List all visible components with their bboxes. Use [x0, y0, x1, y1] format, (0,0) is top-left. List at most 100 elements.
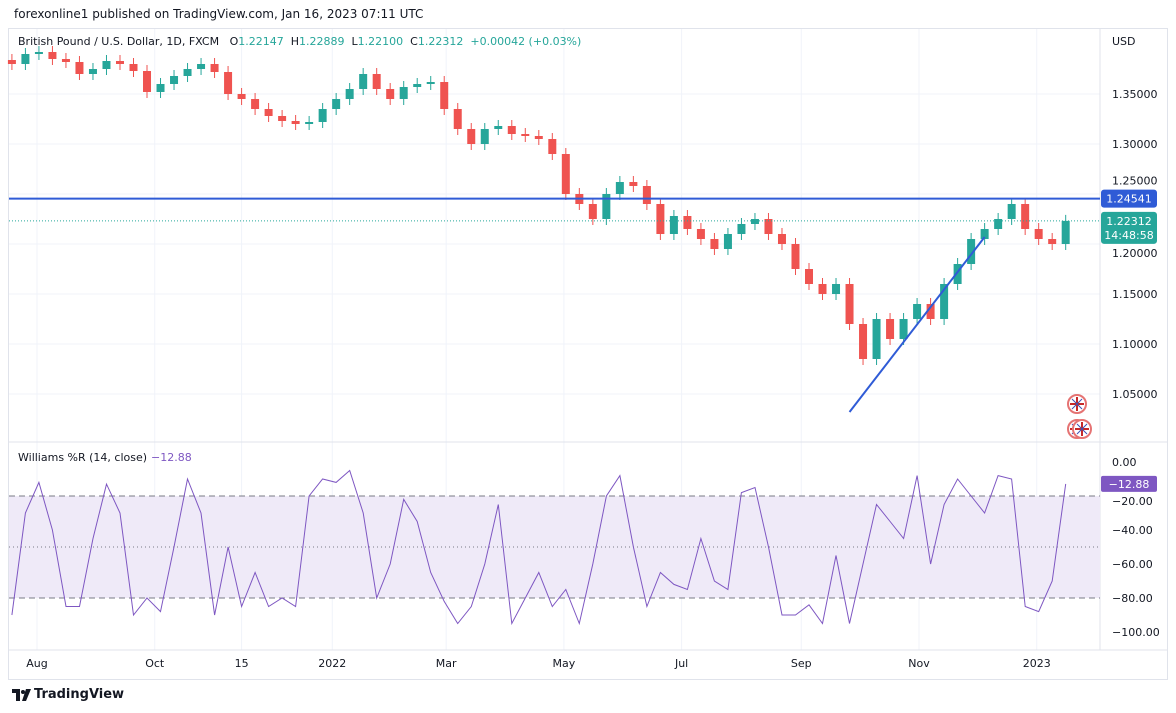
- wr-line: [11, 469, 1067, 626]
- candle-down: [805, 269, 813, 284]
- candle-up: [183, 69, 192, 76]
- candle-up: [359, 74, 368, 89]
- candle-up: [21, 54, 30, 64]
- candle-down: [507, 126, 516, 134]
- candle-up: [332, 99, 341, 109]
- symbol-legend: British Pound / U.S. Dollar, 1D, FXCM O1…: [18, 35, 581, 48]
- candle-up: [913, 304, 922, 319]
- candle-down: [859, 324, 868, 359]
- candle-down: [115, 61, 124, 64]
- candle-down: [61, 59, 70, 62]
- price-tick-label: 1.15000: [1112, 288, 1158, 301]
- candle-up: [34, 52, 43, 54]
- x-tick-label: May: [553, 657, 576, 670]
- uk-flag-diagonal: [1076, 423, 1088, 435]
- candle-down: [818, 284, 827, 294]
- candle-up: [980, 229, 989, 239]
- candle-down: [710, 239, 719, 249]
- candle-up: [994, 219, 1003, 229]
- candle-down: [48, 52, 57, 59]
- candle-up: [1007, 204, 1016, 219]
- candle-down: [440, 82, 449, 109]
- tradingview-logo-icon: [12, 688, 31, 701]
- candle-down: [224, 72, 233, 94]
- wr-value-label: −12.88: [1109, 478, 1150, 491]
- candle-up: [399, 87, 408, 99]
- uk-flag-diagonal: [1071, 398, 1083, 410]
- candle-down: [588, 204, 597, 219]
- candle-up: [1061, 220, 1070, 244]
- x-tick-label: 2022: [318, 657, 346, 670]
- candle-down: [1034, 229, 1043, 239]
- candle-down: [791, 244, 800, 269]
- candle-up: [413, 84, 422, 87]
- candle-down: [1021, 204, 1030, 229]
- candle-up: [480, 129, 489, 144]
- candle-up: [170, 76, 179, 84]
- footer-brand[interactable]: TradingView: [12, 687, 124, 702]
- x-tick-label: Nov: [908, 657, 930, 670]
- wr-value-badge: [1101, 475, 1157, 492]
- candle-down: [683, 216, 692, 229]
- candle-down: [521, 134, 530, 136]
- published-by: forexonline1 published on TradingView.co…: [14, 7, 424, 21]
- candle-down: [886, 319, 895, 339]
- bar-countdown: 14:48:58: [1104, 229, 1153, 242]
- candle-up: [723, 234, 732, 249]
- candle-up: [305, 122, 314, 124]
- wr-tick-label: −60.00: [1112, 558, 1153, 571]
- candle-down: [777, 234, 786, 244]
- candle-down: [386, 89, 395, 99]
- candle-down: [237, 94, 246, 99]
- candle-down: [251, 99, 260, 109]
- last-price-label: 1.22312: [1106, 215, 1152, 228]
- candle-up: [967, 239, 976, 264]
- candle-up: [197, 64, 206, 69]
- candle-down: [1048, 239, 1057, 244]
- candle-down: [129, 64, 138, 71]
- candle-up: [156, 84, 165, 92]
- close-label: C: [410, 35, 418, 48]
- candle-down: [629, 182, 638, 186]
- price-tick-label: 1.25000: [1112, 175, 1158, 188]
- wr-tick-label: 0.00: [1112, 456, 1137, 469]
- trend-line: [848, 236, 986, 413]
- brand-name: TradingView: [34, 687, 125, 702]
- price-tick-label: 1.05000: [1112, 388, 1158, 401]
- candle-up: [345, 89, 354, 99]
- candle-down: [534, 136, 543, 139]
- candle-down: [372, 74, 381, 89]
- x-tick-label: Oct: [145, 657, 165, 670]
- candle-down: [453, 109, 462, 129]
- candle-down: [926, 304, 935, 319]
- wr-tick-label: −100.00: [1112, 626, 1160, 639]
- candle-up: [750, 219, 759, 224]
- candle-up: [88, 69, 97, 74]
- candle-down: [696, 229, 705, 239]
- candle-down: [548, 139, 557, 154]
- wr-tick-label: −20.00: [1112, 495, 1153, 508]
- wr-tick-label: −80.00: [1112, 592, 1153, 605]
- candle-up: [872, 319, 881, 359]
- candle-up: [602, 194, 611, 219]
- x-tick-label: Aug: [26, 657, 47, 670]
- wr-band: [9, 496, 1100, 598]
- close-value: 1.22312: [417, 35, 464, 48]
- price-tick-label: 1.35000: [1112, 88, 1158, 101]
- high-label: H: [290, 35, 300, 48]
- price-tick-label: 1.20000: [1112, 247, 1158, 260]
- candle-up: [426, 82, 435, 84]
- x-tick-label: 2023: [1023, 657, 1051, 670]
- candle-up: [737, 224, 746, 234]
- candle-down: [764, 219, 773, 234]
- symbol-title[interactable]: British Pound / U.S. Dollar, 1D, FXCM: [18, 35, 220, 48]
- candle-down: [264, 109, 273, 116]
- candle-up: [615, 182, 624, 194]
- indicator-name[interactable]: Williams %R (14, close): [18, 451, 148, 464]
- candle-up: [494, 126, 503, 129]
- candle-down: [210, 64, 219, 72]
- low-label: L: [351, 35, 358, 48]
- candle-up: [953, 264, 962, 284]
- candle-down: [642, 186, 651, 204]
